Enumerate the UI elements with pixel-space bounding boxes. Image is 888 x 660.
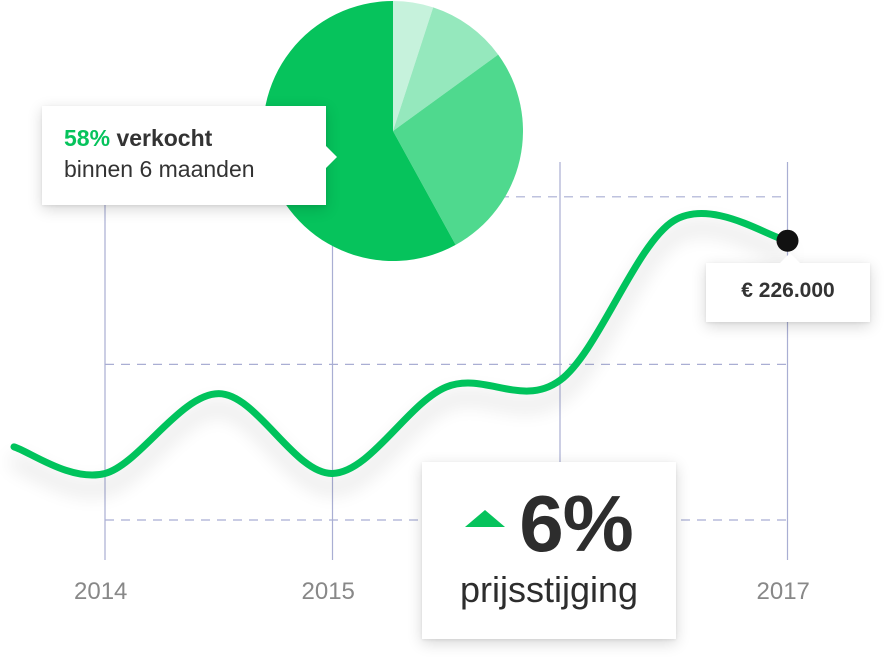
sold-callout: 58% verkocht binnen 6 maanden bbox=[42, 106, 337, 205]
pie-slice bbox=[393, 54, 524, 245]
price-line bbox=[10, 210, 791, 479]
rise-label: prijsstijging bbox=[459, 569, 639, 610]
x-tick-label: 2014 bbox=[74, 578, 128, 605]
x-tick-label: 2015 bbox=[301, 578, 355, 605]
price-rise-card: 6% prijsstijging bbox=[422, 462, 676, 639]
sold-percent: 58% bbox=[64, 125, 111, 151]
x-tick-label: 2017 bbox=[756, 578, 810, 605]
line-series bbox=[10, 210, 799, 479]
rise-value: 6% bbox=[519, 479, 634, 568]
pie-slice bbox=[393, 1, 434, 131]
price-label: € 226.000 bbox=[741, 279, 835, 302]
callout-arrow bbox=[780, 253, 800, 263]
highlight-point bbox=[776, 229, 799, 252]
sold-period: binnen 6 maanden bbox=[64, 156, 255, 182]
triangle-up-icon bbox=[465, 509, 506, 527]
callout-arrow bbox=[326, 146, 337, 168]
price-callout: € 226.000 bbox=[706, 253, 870, 322]
pie-slice bbox=[393, 7, 499, 131]
sold-label: verkocht bbox=[116, 125, 213, 151]
